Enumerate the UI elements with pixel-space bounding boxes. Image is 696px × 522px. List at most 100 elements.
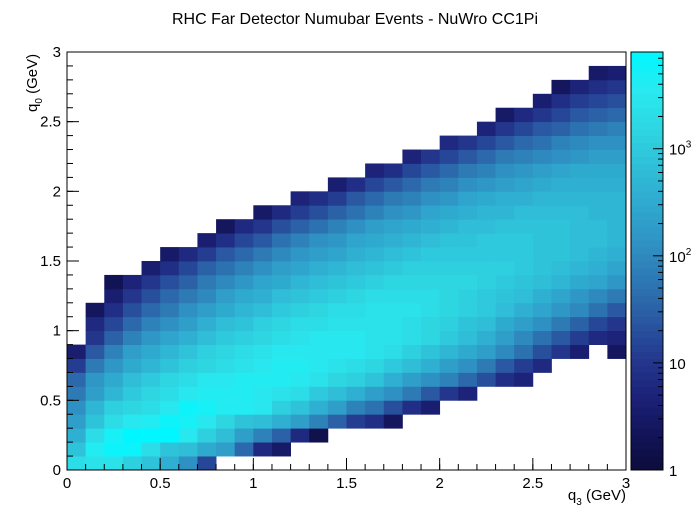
- heatmap-cell: [290, 274, 310, 290]
- heatmap-cell: [271, 386, 291, 401]
- heatmap-cell: [346, 219, 366, 234]
- heatmap-cell: [551, 191, 571, 206]
- heatmap-cell: [588, 177, 608, 192]
- heatmap-cell: [458, 163, 478, 178]
- heatmap-cell: [197, 316, 217, 332]
- heatmap-cell: [141, 372, 161, 387]
- heatmap-cell: [588, 65, 608, 81]
- heatmap-cell: [253, 386, 273, 401]
- heatmap-cell: [607, 219, 627, 234]
- heatmap-cell: [271, 344, 291, 359]
- color-scale-step: [631, 163, 663, 171]
- heatmap-cell: [216, 219, 236, 234]
- heatmap-cell: [178, 330, 198, 345]
- color-scale-step: [631, 191, 663, 199]
- heatmap-cell: [383, 205, 403, 220]
- heatmap-cell: [402, 400, 422, 415]
- heatmap-cell: [514, 163, 534, 178]
- heatmap-cell: [439, 288, 459, 304]
- heatmap-cell: [607, 288, 627, 304]
- heatmap-cell: [346, 261, 366, 276]
- heatmap-cell: [197, 288, 217, 304]
- heatmap-cell: [532, 121, 552, 136]
- heatmap-cell: [551, 274, 571, 290]
- heatmap-cell: [365, 191, 385, 206]
- heatmap-cell: [197, 233, 217, 248]
- heatmap-cell: [346, 288, 366, 304]
- heatmap-cell: [514, 330, 534, 345]
- z-tick-label: 103: [669, 140, 692, 159]
- heatmap-cell: [178, 400, 198, 415]
- color-scale-step: [631, 337, 663, 346]
- heatmap-cell: [271, 233, 291, 248]
- heatmap-cell: [271, 205, 291, 220]
- heatmap-cell: [570, 302, 590, 318]
- heatmap-cell: [365, 358, 385, 373]
- heatmap-cell: [588, 205, 608, 220]
- heatmap-cell: [85, 358, 105, 373]
- color-scale-step: [631, 288, 663, 297]
- heatmap-cell: [178, 372, 198, 387]
- heatmap-cell: [122, 428, 142, 443]
- heatmap-cell: [551, 261, 571, 276]
- heatmap-cell: [476, 247, 496, 262]
- heatmap-cell: [234, 330, 254, 345]
- heatmap-cell: [421, 358, 441, 373]
- heatmap-cell: [216, 442, 236, 457]
- heatmap-cell: [514, 358, 534, 373]
- heatmap-cell: [290, 344, 310, 359]
- heatmap-cell: [607, 344, 627, 359]
- color-scale-step: [631, 414, 663, 422]
- heatmap-cell: [532, 358, 552, 373]
- heatmap-cell: [570, 107, 590, 123]
- heatmap-cell: [570, 79, 590, 95]
- heatmap-cell: [551, 344, 571, 359]
- heatmap-cell: [327, 344, 347, 359]
- heatmap-cell: [476, 163, 496, 178]
- heatmap-cell: [290, 261, 310, 276]
- heatmap-cell: [421, 274, 441, 290]
- heatmap-cell: [178, 414, 198, 429]
- heatmap-cell: [197, 386, 217, 401]
- heatmap-cell: [588, 163, 608, 178]
- heatmap-cell: [309, 274, 329, 290]
- heatmap-cell: [476, 135, 496, 150]
- heatmap-cell: [309, 372, 329, 387]
- heatmap-cell: [439, 261, 459, 276]
- heatmap-cell: [551, 316, 571, 332]
- color-scale-step: [631, 281, 663, 290]
- heatmap-cell: [476, 274, 496, 290]
- heatmap-cell: [327, 316, 347, 332]
- heatmap-cell: [141, 456, 161, 471]
- heatmap-cell: [104, 344, 124, 359]
- heatmap-cell: [532, 247, 552, 262]
- heatmap-cell: [402, 344, 422, 359]
- heatmap-cell: [383, 288, 403, 304]
- x-axis-label: q3 (GeV): [568, 487, 626, 508]
- heatmap-cell: [104, 330, 124, 345]
- heatmap-cell: [495, 372, 515, 387]
- color-scale-step: [631, 295, 663, 304]
- heatmap-cell: [495, 316, 515, 332]
- color-scale-bar: [630, 51, 664, 471]
- heatmap-cell: [122, 274, 142, 290]
- heatmap-cell: [532, 191, 552, 206]
- heatmap-cell: [383, 358, 403, 373]
- heatmap-cell: [476, 219, 496, 234]
- heatmap-cell: [439, 177, 459, 192]
- heatmap-cell: [570, 121, 590, 136]
- heatmap-cell: [458, 191, 478, 206]
- color-scale-step: [631, 170, 663, 178]
- heatmap-cell: [160, 442, 180, 457]
- heatmap-cell: [253, 219, 273, 234]
- heatmap-cell: [476, 330, 496, 345]
- color-scale-step: [631, 358, 663, 366]
- heatmap-cell: [365, 205, 385, 220]
- heatmap-cell: [495, 191, 515, 206]
- heatmap-cell: [514, 191, 534, 206]
- heatmap-cell: [327, 414, 347, 429]
- heatmap-cell: [197, 261, 217, 276]
- heatmap-cell: [216, 233, 236, 248]
- heatmap-cell: [253, 358, 273, 373]
- heatmap-cell: [458, 219, 478, 234]
